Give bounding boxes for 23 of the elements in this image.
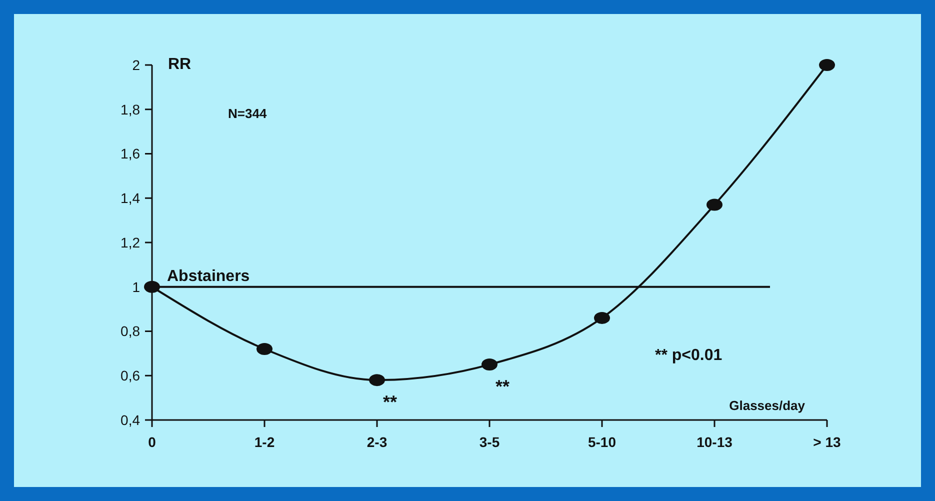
y-tick-label: 2 (132, 56, 140, 73)
x-tick-label: > 13 (813, 434, 842, 450)
x-tick-label: 3-5 (479, 434, 500, 450)
y-tick-label: 0,6 (120, 368, 140, 384)
y-tick-label: 1,2 (120, 234, 140, 250)
y-tick-label: 1,8 (120, 101, 140, 118)
annotation: ** p<0.01 (655, 347, 722, 364)
x-tick-label: 10-13 (696, 434, 733, 450)
y-tick-label: 1,4 (120, 190, 140, 206)
y-tick-label: 1,6 (120, 146, 140, 162)
annotation: N=344 (228, 106, 268, 121)
annotation: ** (382, 392, 398, 412)
y-tick-label: 0,4 (120, 412, 140, 428)
ref-line-label: Abstainers (167, 268, 250, 285)
x-axis-title: Glasses/day (729, 398, 806, 413)
x-tick-label: 1-2 (254, 434, 275, 450)
y-tick-label: 0,8 (120, 323, 140, 340)
y-tick-label: 1 (132, 278, 140, 295)
x-tick-label: 5-10 (588, 434, 616, 450)
x-tick-label: 0 (148, 434, 156, 450)
y-axis-title: RR (168, 56, 192, 73)
annotation: ** (495, 376, 510, 397)
x-tick-label: 2-3 (366, 434, 388, 450)
